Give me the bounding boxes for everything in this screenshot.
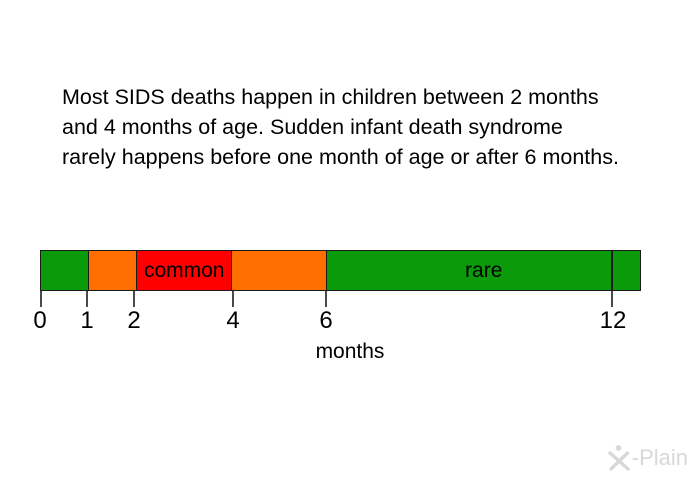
bar-segment-0-1 [41, 251, 89, 290]
bar-segment-6-12: rare [326, 251, 640, 290]
tick-label-4: 4 [226, 307, 240, 334]
tick-label-1: 1 [80, 307, 94, 334]
bar-segment-label-2-4: common [143, 259, 225, 282]
tick-label-12: 12 [599, 307, 627, 334]
tick-mark-6 [325, 291, 327, 307]
bar-segment-2-4: common [136, 251, 232, 290]
tick-label-0: 0 [33, 307, 47, 334]
tick-mark-1 [86, 291, 88, 307]
x-axis-title: months [315, 340, 385, 363]
tick-mark-2 [133, 291, 135, 307]
bar-segment-1-2 [88, 251, 137, 290]
tick-mark-12 [611, 291, 613, 307]
bar-segment-label-6-12: rare [465, 259, 503, 282]
slide-body-text: Most SIDS deaths happen in children betw… [62, 85, 619, 169]
bar-segment-4-6 [231, 251, 327, 290]
tick-mark-0 [40, 291, 42, 307]
x-plain-watermark: -Plain [606, 444, 688, 472]
x-plain-wordmark: -Plain [631, 445, 688, 470]
tick-mark-4 [232, 291, 234, 307]
timeline-bar: common rare [40, 250, 641, 291]
tick-label-2: 2 [127, 307, 141, 334]
tick-label-6: 6 [319, 307, 333, 334]
x-plain-figure-icon [606, 444, 632, 472]
